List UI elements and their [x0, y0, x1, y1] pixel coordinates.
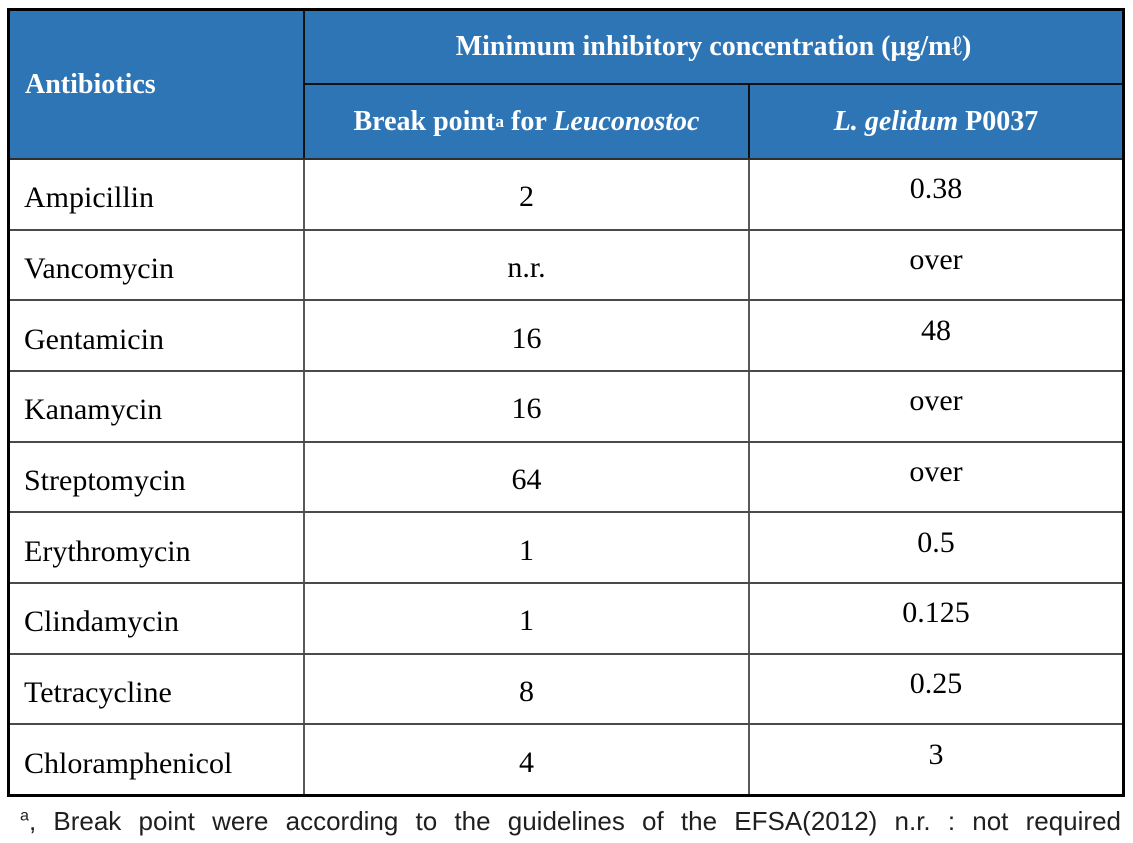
- break-point-cell: 1: [305, 513, 750, 583]
- strain-mic-cell: over: [909, 384, 963, 418]
- table-body: Ampicillin 2 0.38 Vancomycin n.r. over G…: [10, 160, 1122, 795]
- table-row: Gentamicin 16 48: [10, 301, 1122, 373]
- antibiotic-name-cell: Vancomycin: [10, 230, 305, 300]
- table-row: Streptomycin 64 over: [10, 442, 1122, 514]
- strain-mic-cell: 0.5: [917, 525, 955, 559]
- strain-code: P0037: [958, 105, 1039, 137]
- header-cell-mic-group: Minimum inhibitory concentration (μg/mℓ): [305, 11, 1122, 85]
- strain-mic-cell: 3: [928, 737, 944, 771]
- table-row: Erythromycin 1 0.5: [10, 513, 1122, 585]
- antibiotic-name-cell: Ampicillin: [10, 160, 305, 229]
- strain-mic-cell: 48: [921, 313, 951, 347]
- strain-mic-cell: over: [909, 243, 963, 276]
- break-point-cell: 1: [305, 584, 750, 653]
- table-row: Vancomycin n.r. over: [10, 230, 1122, 302]
- break-point-label: Break point: [353, 105, 496, 137]
- break-point-cell: 16: [305, 301, 750, 371]
- break-point-cell: 8: [305, 654, 750, 724]
- antibiotic-name-cell: Chloramphenicol: [10, 725, 305, 795]
- break-point-cell: 16: [305, 372, 750, 441]
- table-header: Antibiotics Minimum inhibitory concentra…: [10, 11, 1122, 160]
- header-cell-break-point: Break point a for Leuconostoc: [305, 85, 750, 158]
- mic-group-title: Minimum inhibitory concentration (μg/mℓ): [455, 31, 972, 62]
- antibiotic-name-cell: Tetracycline: [10, 654, 305, 724]
- table-row: Tetracycline 8 0.25: [10, 654, 1122, 726]
- antibiotic-name-cell: Clindamycin: [10, 584, 305, 653]
- table-row: Ampicillin 2 0.38: [10, 160, 1122, 231]
- header-cell-antibiotics: Antibiotics: [10, 11, 305, 158]
- mic-table: Antibiotics Minimum inhibitory concentra…: [7, 8, 1125, 797]
- strain-mic-cell: 0.25: [909, 667, 963, 701]
- break-point-cell: 2: [305, 160, 750, 229]
- antibiotics-header-label: Antibiotics: [25, 68, 156, 100]
- antibiotic-name-cell: Streptomycin: [10, 442, 305, 512]
- antibiotic-name-cell: Erythromycin: [10, 513, 305, 583]
- table-row: Kanamycin 16 over: [10, 372, 1122, 443]
- break-point-cell: n.r.: [305, 230, 750, 300]
- strain-mic-cell: 0.125: [902, 596, 970, 630]
- table-row: Clindamycin 1 0.125: [10, 584, 1122, 655]
- antibiotic-name-cell: Kanamycin: [10, 372, 305, 441]
- header-cell-strain: L. gelidum P0037: [750, 85, 1122, 158]
- break-point-cell: 4: [305, 725, 750, 795]
- table-footnote: a, Break point were according to the gui…: [7, 806, 1125, 837]
- break-point-species: Leuconostoc: [553, 105, 700, 137]
- strain-mic-cell: over: [909, 455, 963, 489]
- break-point-connector: for: [504, 105, 554, 137]
- break-point-cell: 64: [305, 442, 750, 512]
- footnote-text: , Break point were according to the guid…: [28, 806, 1121, 836]
- strain-species: L. gelidum: [833, 105, 959, 137]
- footnote-superscript: a: [20, 806, 29, 825]
- antibiotic-name-cell: Gentamicin: [10, 301, 305, 371]
- table-row: Chloramphenicol 4 3: [10, 725, 1122, 795]
- strain-mic-cell: 0.38: [909, 172, 963, 206]
